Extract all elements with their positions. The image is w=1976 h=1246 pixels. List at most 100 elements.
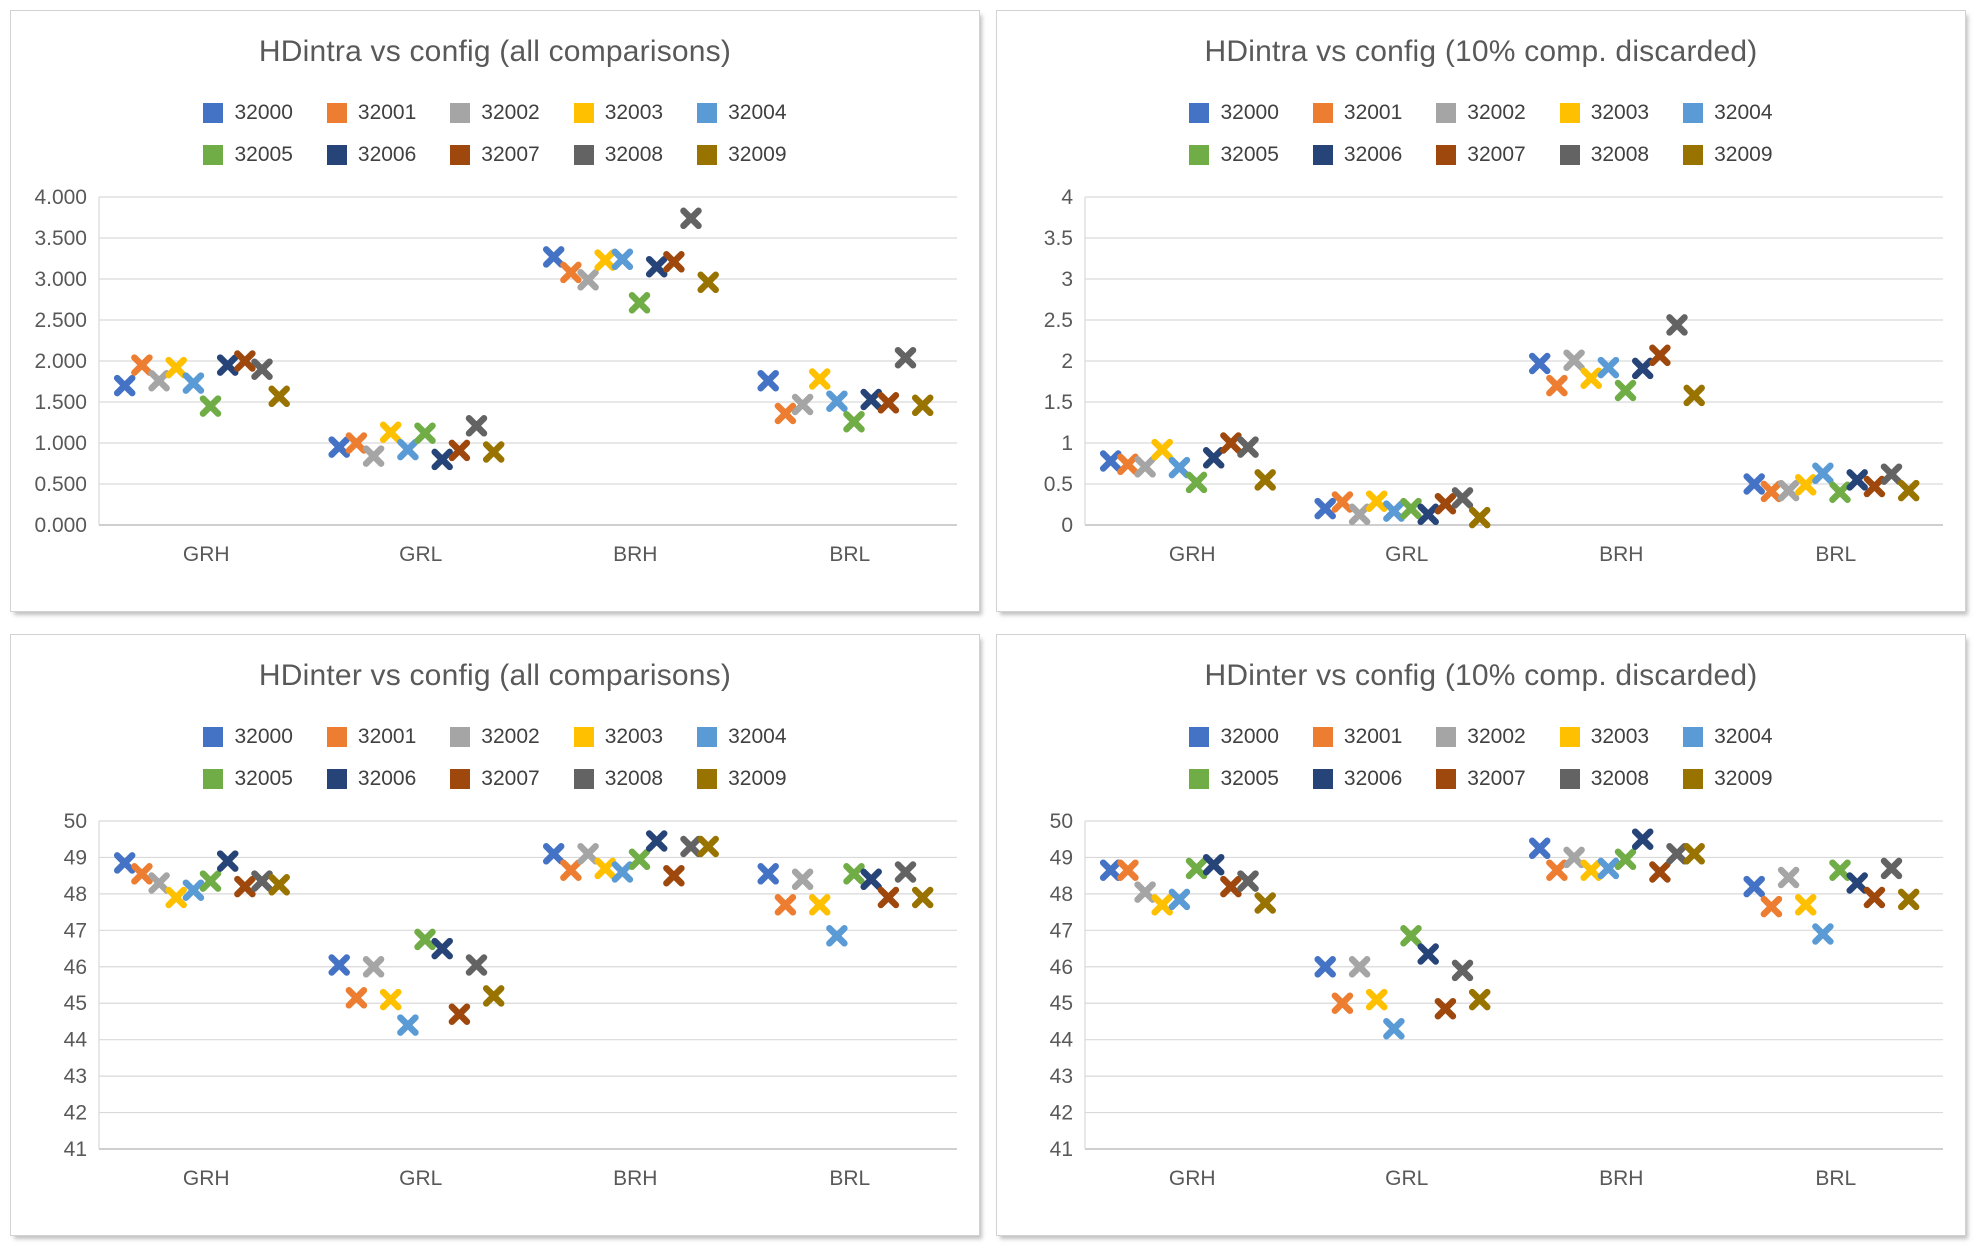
marker-32008-GRH [251, 870, 273, 892]
x-category-label: BRL [829, 543, 870, 566]
legend-item-32003: 32003 [573, 101, 663, 125]
marker-32000-GRL [1314, 956, 1336, 978]
legend-item-32006: 32006 [326, 767, 416, 791]
marker-32009-GRL [482, 441, 505, 463]
marker-32009-GRH [1254, 892, 1276, 914]
legend-item-32000: 32000 [203, 725, 293, 749]
marker-32001-GRH [131, 863, 153, 885]
legend-item-32006: 32006 [326, 143, 416, 167]
x-category-label: GRH [183, 543, 230, 566]
marker-32003-GRL [379, 421, 402, 444]
chart-title: HDintra vs config (all comparisons) [258, 35, 732, 68]
legend-swatch [1559, 103, 1580, 123]
legend-label: 32009 [1714, 767, 1773, 790]
x-category-label: BRL [829, 1167, 870, 1190]
marker-32004-BRL [1812, 923, 1834, 945]
legend-label: 32000 [234, 725, 293, 748]
y-tick-label: 2.000 [34, 350, 87, 373]
legend-label: 32004 [728, 101, 787, 124]
legend-swatch [1189, 103, 1210, 123]
marker-32002-BRL [1777, 866, 1800, 889]
legend-label: 32002 [1467, 101, 1526, 124]
legend-item-32009: 32009 [697, 767, 787, 791]
marker-32008-GRL [465, 954, 488, 976]
gridlines [1084, 820, 1943, 1150]
y-axis-tick-labels: 4 3.5 3 2.5 2 1.5 1 0.5 0 [1044, 186, 1074, 537]
marker-32003-GRH [1151, 438, 1173, 461]
marker-32001-BRH [1546, 859, 1568, 881]
marker-32000-GRH [113, 374, 136, 397]
marker-32000-BRH [1528, 352, 1551, 375]
y-tick-label: 3 [1061, 268, 1073, 291]
legend-label: 32007 [1467, 767, 1526, 790]
marker-32007-GRL [448, 439, 471, 462]
y-tick-label: 43 [1050, 1065, 1073, 1088]
marker-32001-BRL [1760, 895, 1783, 918]
legend-row: 32005 32006 32007 32008 32009 [1189, 143, 1773, 167]
marker-32008-BRL [1880, 463, 1903, 485]
marker-32000-BRL [757, 863, 779, 885]
legend-item-32004: 32004 [1683, 725, 1773, 749]
marker-32004-BRL [826, 390, 848, 412]
legend-swatch [1312, 103, 1333, 123]
legend-swatch [697, 769, 718, 789]
y-tick-label: 48 [1050, 883, 1073, 906]
marker-32003-GRL [1365, 490, 1388, 512]
marker-32006-GRL [431, 448, 453, 471]
x-axis-category-labels: GRH GRL BRH BRL [1169, 543, 1856, 566]
marker-32005-GRH [199, 395, 222, 417]
marker-32007-BRH [1649, 344, 1671, 367]
marker-32006-BRH [645, 830, 668, 852]
legend-swatch [326, 769, 347, 789]
legend-item-32001: 32001 [1312, 725, 1403, 749]
marker-32000-BRH [542, 246, 565, 268]
marker-32004-GRL [397, 438, 419, 461]
marker-32002-GRH [1134, 456, 1156, 478]
y-tick-label: 44 [64, 1029, 88, 1052]
legend-row: 32005 32006 32007 32008 32009 [1189, 767, 1773, 791]
marker-32008-BRH [680, 207, 702, 230]
legend-item-32003: 32003 [1559, 101, 1650, 125]
marker-32007-BRH [663, 251, 685, 273]
legend-item-32003: 32003 [1559, 725, 1649, 749]
y-tick-label: 46 [1050, 956, 1073, 979]
marker-32003-BRH [594, 249, 616, 271]
y-tick-label: 0 [1061, 514, 1073, 537]
marker-32001-BRH [1546, 374, 1568, 397]
y-tick-label: 0.5 [1044, 473, 1073, 496]
marker-32006-GRH [1202, 447, 1225, 469]
legend-label: 32007 [481, 767, 540, 790]
legend-label: 32003 [1590, 101, 1650, 124]
marker-32005-BRH [628, 292, 651, 314]
legend-row: 32000 32001 32002 32003 32004 [1189, 725, 1773, 749]
y-tick-label: 44 [1050, 1029, 1074, 1052]
marker-32005-GRH [199, 870, 222, 892]
marker-32006-GRH [216, 850, 239, 872]
x-axis-category-labels: GRH GRL BRH BRL [183, 543, 870, 566]
legend-item-32003: 32003 [573, 725, 663, 749]
scatter-plot-hdinter-all: 50 49 48 47 46 45 44 43 42 41 GRH GRL BRH BRL [64, 810, 957, 1190]
legend-swatch [1436, 769, 1457, 789]
marker-32003-BRL [1794, 474, 1817, 496]
marker-32006-BRL [860, 868, 882, 891]
marker-32009-BRH [697, 271, 719, 294]
legend-label: 32001 [1343, 725, 1403, 748]
legend-swatch [1559, 145, 1580, 165]
marker-32006-BRH [645, 255, 668, 278]
marker-32002-GRH [1134, 881, 1156, 903]
marker-32005-GRH [1185, 857, 1208, 880]
legend-item-32002: 32002 [450, 725, 540, 749]
x-category-label: BRH [613, 1167, 657, 1190]
marker-32004-BRH [1597, 356, 1620, 379]
y-tick-label: 3.500 [34, 227, 87, 250]
legend-label: 32001 [357, 725, 417, 748]
y-tick-label: 50 [64, 810, 87, 833]
marker-32003-BRL [808, 368, 831, 390]
legend-item-32001: 32001 [326, 725, 417, 749]
legend-item-32002: 32002 [1436, 101, 1526, 125]
y-tick-label: 2.500 [34, 309, 87, 332]
gridlines [1084, 196, 1943, 526]
marker-32001-GRL [345, 987, 368, 1009]
legend-item-32000: 32000 [1189, 725, 1279, 749]
legend-swatch [326, 145, 347, 165]
